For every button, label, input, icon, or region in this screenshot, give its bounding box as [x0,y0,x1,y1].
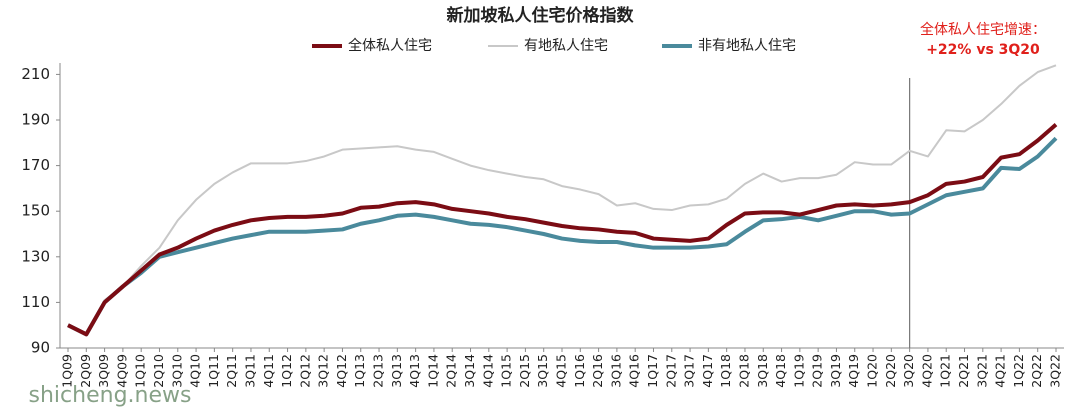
x-tick-label: 1Q10 [133,354,148,388]
y-tick-label: 90 [31,339,50,357]
x-tick-label: 1Q19 [791,354,806,388]
annotation: 全体私人住宅增速： [920,21,1046,38]
x-tick-label: 2Q18 [736,354,751,388]
legend-label: 非有地私人住宅 [698,38,796,54]
series-line [67,123,1058,337]
x-tick-label: 2Q22 [1029,354,1044,388]
x-tick-label: 4Q16 [627,354,642,388]
legend-label: 有地私人住宅 [524,38,608,54]
x-tick-label: 4Q19 [846,354,861,388]
x-tick-label: 4Q17 [700,354,715,388]
x-tick-label: 3Q15 [535,354,550,388]
x-tick-label: 3Q17 [682,354,697,388]
x-tick-label: 1Q17 [645,354,660,388]
x-tick-label: 1Q22 [1011,354,1026,388]
watermark: shicheng.news [29,383,192,408]
x-tick-label: 4Q11 [261,354,276,388]
x-tick-label: 2Q21 [956,354,971,388]
x-tick-label: 2Q10 [151,354,166,388]
x-tick-label: 2Q17 [663,354,678,388]
series-line [67,136,1058,337]
x-tick-label: 1Q09 [60,354,75,388]
x-tick-label: 2Q16 [590,354,605,388]
y-tick-label: 130 [21,247,50,265]
y-tick-label: 110 [21,293,50,311]
x-tick-label: 2Q19 [810,354,825,388]
series-line [67,64,1057,336]
x-tick-label: 3Q11 [242,354,257,388]
x-tick-label: 4Q20 [919,354,934,388]
x-tick-label: 2Q09 [78,354,93,388]
x-tick-label: 4Q10 [188,354,203,388]
x-tick-label: 2Q14 [444,354,459,388]
y-tick-label: 190 [21,111,50,129]
x-tick-label: 4Q12 [334,354,349,388]
x-tick-label: 2Q11 [224,354,239,388]
x-tick-label: 1Q14 [425,354,440,388]
x-tick-label: 3Q10 [169,354,184,388]
x-tick-label: 3Q12 [316,354,331,388]
y-tick-label: 150 [21,202,50,220]
x-tick-label: 3Q19 [828,354,843,388]
x-tick-label: 2Q12 [297,354,312,388]
x-tick-label: 1Q21 [938,354,953,388]
legend-label: 全体私人住宅 [348,37,432,54]
x-tick-label: 4Q13 [407,354,422,388]
x-tick-label: 4Q15 [554,354,569,388]
x-tick-label: 2Q13 [371,354,386,388]
x-tick-label: 4Q09 [114,354,129,388]
x-tick-label: 3Q14 [462,354,477,388]
x-tick-label: 4Q18 [773,354,788,388]
x-tick-label: 2Q15 [517,354,532,388]
x-tick-label: 2Q20 [883,354,898,388]
x-tick-label: 1Q13 [352,354,367,388]
x-tick-label: 3Q22 [1048,354,1063,388]
chart-title: 新加坡私人住宅价格指数 [447,5,635,26]
x-tick-label: 3Q21 [974,354,989,388]
x-tick-label: 4Q21 [993,354,1008,388]
x-tick-label: 1Q18 [718,354,733,388]
x-tick-label: 1Q15 [499,354,514,388]
x-tick-label: 1Q11 [206,354,221,388]
y-tick-label: 210 [21,65,50,83]
x-tick-label: 3Q20 [901,354,916,388]
x-tick-label: 1Q20 [865,354,880,388]
x-tick-label: 1Q12 [279,354,294,388]
annotation: +22% vs 3Q20 [926,42,1040,58]
x-tick-label: 3Q09 [96,354,111,388]
x-tick-label: 1Q16 [572,354,587,388]
x-tick-label: 4Q14 [480,354,495,388]
x-tick-label: 3Q13 [389,354,404,388]
x-tick-label: 3Q18 [755,354,770,388]
x-tick-label: 3Q16 [608,354,623,388]
y-tick-label: 170 [21,156,50,174]
